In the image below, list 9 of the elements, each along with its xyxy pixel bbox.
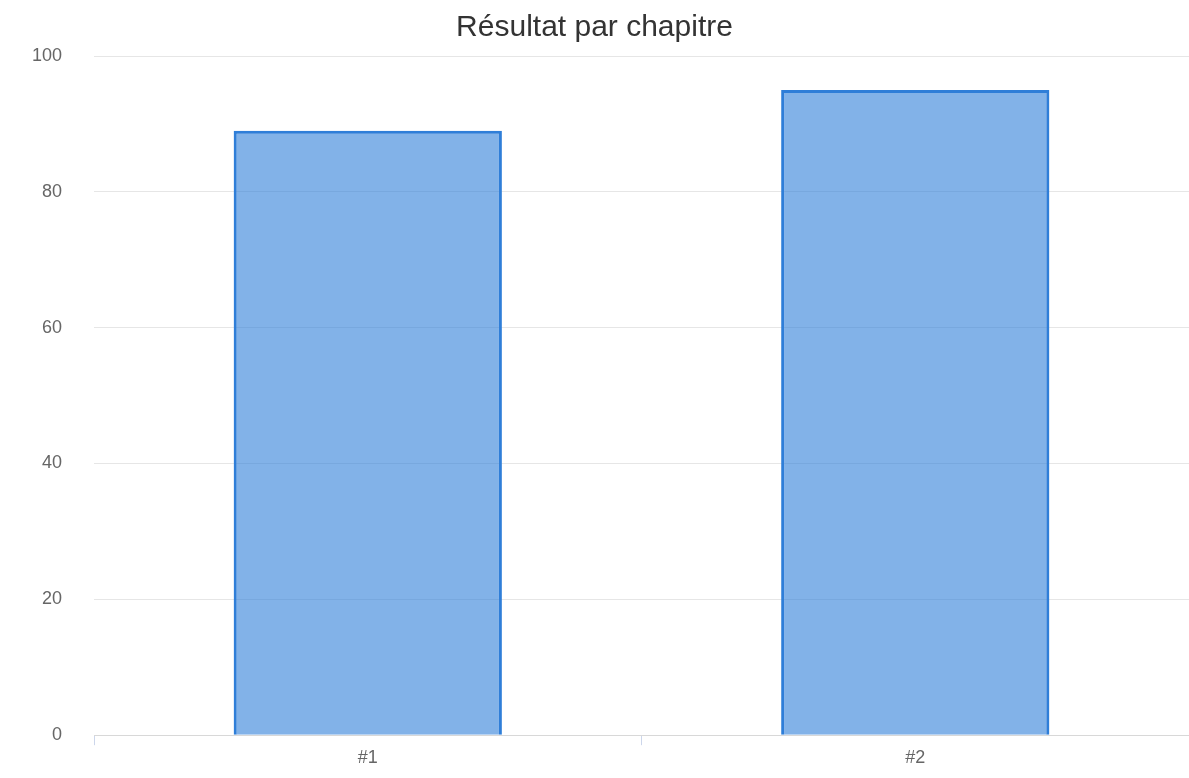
y-tick-label: 80	[42, 180, 63, 201]
x-tick-label: #2	[905, 746, 926, 767]
x-tick-label: #1	[357, 746, 378, 767]
y-tick-label: 20	[42, 588, 63, 609]
y-tick-label: 100	[31, 44, 63, 65]
y-tick-label: 40	[42, 452, 63, 473]
y-tick-label: 60	[42, 316, 63, 337]
y-tick-label: 0	[52, 724, 63, 745]
chart-title: Résultat par chapitre	[456, 9, 733, 43]
